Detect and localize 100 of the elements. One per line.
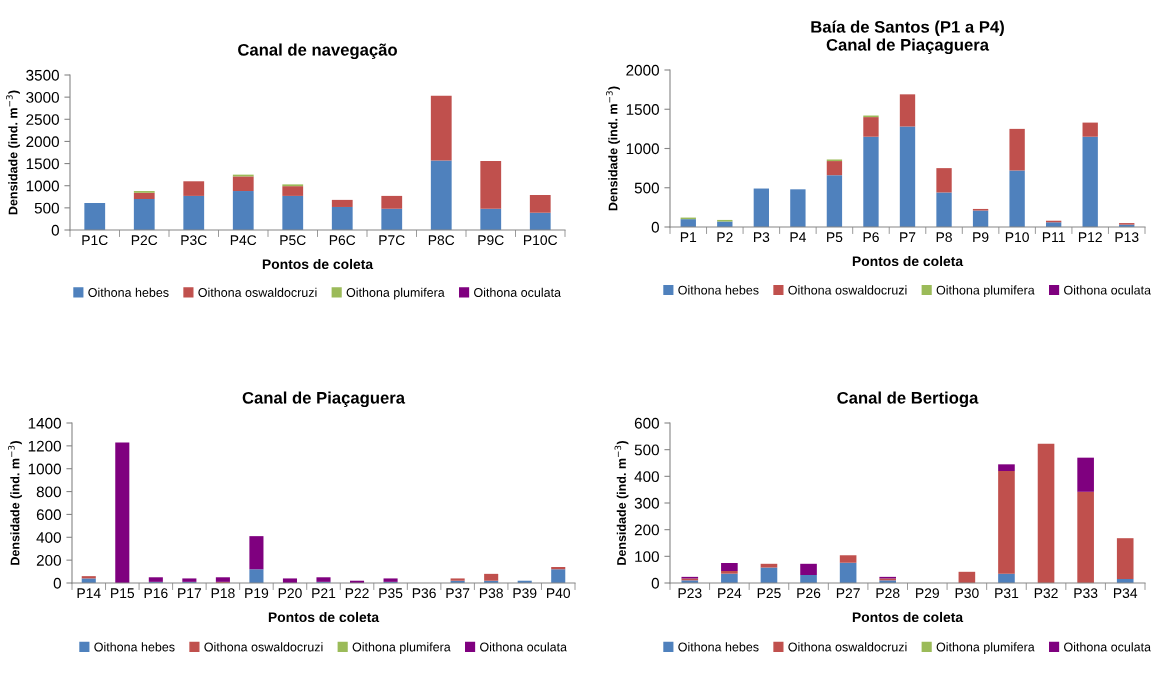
y-tick-label: 0	[51, 224, 59, 236]
x-tick-label: P40	[547, 588, 571, 599]
x-tick-label: P22	[345, 588, 369, 598]
y-tick-label: 2000	[626, 64, 659, 76]
x-tick-label: P11	[1042, 232, 1065, 242]
x-tick-label: P5	[827, 232, 843, 243]
x-tick-label: P2C	[131, 235, 158, 246]
x-tick-label: P2	[717, 232, 733, 242]
x-tick-label: P8C	[428, 235, 455, 246]
y-tick-label: 1500	[26, 158, 59, 170]
y-tick-label: 1000	[26, 180, 59, 192]
legend-label: Oithona plumifera	[936, 642, 1035, 654]
y-tick-label: 1000	[626, 143, 659, 155]
chart-title: Canal de Piaçaguera	[242, 391, 406, 408]
x-tick-label: P28	[876, 588, 900, 599]
x-tick-label: P21	[312, 588, 336, 598]
x-tick-label: P20	[278, 588, 302, 599]
x-tick-label: P3	[753, 232, 770, 243]
x-tick-label: P33	[1074, 588, 1098, 599]
x-tick-label: P16	[144, 588, 168, 599]
chart-title: Baía de Santos (P1 a P4) Canal de Piaçaguera	[811, 20, 1004, 55]
legend-label: Oithona oculata	[1064, 642, 1152, 652]
legend-label: Oithona oswaldocruzi	[788, 642, 907, 652]
x-tick-label: P6C	[329, 235, 356, 246]
legend-label: Oithona oswaldocruzi	[204, 642, 323, 652]
legend-label: Oithona hebes	[678, 642, 759, 652]
x-tick-label: P36	[412, 588, 436, 599]
x-axis-title: Pontos de coleta	[852, 255, 964, 267]
x-tick-label: P25	[757, 588, 781, 599]
y-tick-label: 1000	[28, 463, 61, 475]
x-axis-title: Pontos de coleta	[268, 611, 380, 623]
y-tick-label: 100	[635, 551, 659, 563]
y-tick-label: 1500	[626, 104, 659, 115]
y-axis-title: Densidade (ind. m$^{−3}$)	[606, 86, 620, 211]
x-tick-label: P14	[77, 588, 101, 598]
chart-title: Canal de navegação	[238, 43, 397, 60]
y-tick-label: 600	[634, 417, 659, 429]
y-axis-title: Densidade (ind. m$^{−3}$)	[8, 441, 22, 565]
legend-label: Oithona oswaldocruzi	[198, 287, 317, 297]
x-tick-label: P37	[446, 588, 470, 599]
x-tick-label: P8	[936, 232, 952, 243]
x-tick-label: P32	[1034, 588, 1058, 599]
y-tick-label: 0	[53, 577, 61, 589]
y-tick-label: 300	[634, 497, 659, 509]
y-tick-label: 800	[36, 486, 61, 498]
y-tick-label: 400	[634, 471, 659, 483]
y-tick-label: 200	[634, 524, 659, 536]
y-tick-label: 2500	[26, 114, 59, 125]
legend-label: Oithona hebes	[88, 287, 169, 297]
legend-label: Oithona oswaldocruzi	[788, 285, 907, 295]
y-tick-label: 500	[634, 444, 659, 456]
x-tick-label: P10C	[524, 235, 558, 246]
x-tick-label: P35	[379, 588, 403, 599]
y-tick-label: 1200	[28, 440, 61, 452]
legend-label: Oithona oculata	[1064, 285, 1152, 295]
x-tick-label: P4C	[230, 235, 257, 246]
x-tick-label: P19	[245, 588, 269, 599]
y-tick-label: 500	[634, 182, 659, 194]
x-axis-title: Pontos de coleta	[262, 258, 374, 270]
x-tick-label: P1	[680, 232, 697, 242]
x-tick-label: P5C	[280, 235, 306, 246]
y-tick-label: 3000	[26, 92, 59, 103]
y-tick-label: 500	[34, 202, 59, 214]
x-tick-label: P6	[863, 232, 879, 243]
y-tick-label: 600	[36, 509, 61, 521]
x-tick-label: P17	[178, 588, 202, 598]
y-tick-label: 1400	[28, 417, 61, 429]
y-tick-label: 0	[651, 221, 659, 233]
y-tick-label: 0	[651, 577, 659, 589]
x-tick-label: P29	[916, 588, 939, 599]
chart-title: Canal de Bertioga	[837, 391, 979, 408]
y-tick-label: 400	[36, 532, 61, 543]
legend-label: Oithona hebes	[678, 285, 759, 295]
x-tick-label: P9C	[478, 235, 504, 246]
x-tick-label: P15	[111, 588, 135, 599]
x-tick-label: P7	[900, 232, 916, 242]
legend-label: Oithona plumifera	[346, 287, 445, 300]
legend-label: Oithona oculata	[474, 287, 562, 297]
y-tick-label: 3500	[26, 69, 59, 81]
y-axis-title: Densidade (ind. m$^{−3}$)	[6, 90, 20, 215]
legend-label: Oithona hebes	[94, 642, 175, 652]
legend-label: Oithona oculata	[480, 642, 568, 652]
x-tick-label: P38	[479, 588, 503, 599]
x-tick-label: P13	[1115, 232, 1139, 243]
legend-label: Oithona plumifera	[936, 285, 1035, 297]
x-tick-label: P31	[995, 588, 1019, 599]
x-tick-label: P18	[211, 588, 235, 599]
x-tick-label: P12	[1078, 232, 1102, 242]
x-tick-label: P30	[955, 588, 979, 599]
x-tick-label: P9	[973, 232, 989, 243]
legend-label: Oithona plumifera	[352, 642, 451, 654]
x-tick-label: P23	[678, 588, 702, 599]
x-tick-label: P27	[836, 588, 860, 598]
x-axis-title: Pontos de coleta	[852, 611, 964, 623]
y-tick-label: 200	[36, 555, 61, 566]
x-tick-label: P34	[1113, 588, 1138, 599]
x-tick-label: P7C	[379, 235, 405, 246]
x-tick-label: P26	[797, 588, 821, 599]
x-tick-label: P24	[718, 588, 742, 598]
x-tick-label: P3C	[181, 235, 207, 246]
